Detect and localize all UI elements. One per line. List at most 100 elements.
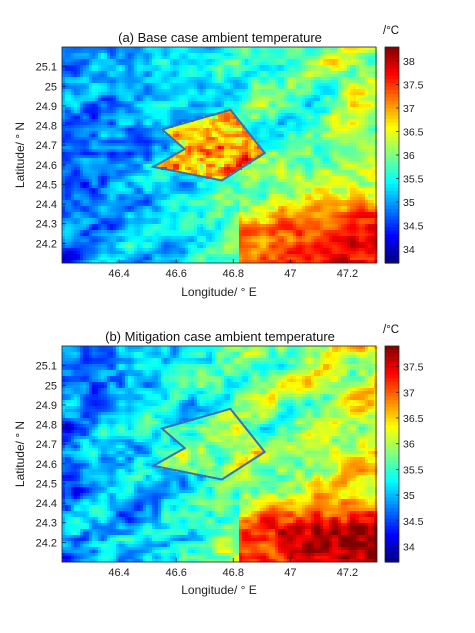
heatmap-cell bbox=[332, 74, 336, 78]
heatmap-cell bbox=[65, 143, 69, 147]
heatmap-cell bbox=[311, 71, 315, 75]
heatmap-cell bbox=[362, 164, 366, 168]
heatmap-cell bbox=[278, 59, 282, 63]
heatmap-cell bbox=[332, 62, 336, 66]
heatmap-cell bbox=[173, 149, 177, 153]
heatmap-cell bbox=[359, 47, 363, 51]
heatmap-cell bbox=[86, 71, 90, 75]
heatmap-cell bbox=[296, 155, 300, 159]
heatmap-cell bbox=[149, 158, 153, 162]
heatmap-cell bbox=[125, 92, 129, 96]
heatmap-cell bbox=[257, 152, 261, 156]
heatmap-cell bbox=[290, 149, 294, 153]
heatmap-cell bbox=[173, 107, 177, 111]
heatmap-cell bbox=[200, 56, 204, 60]
heatmap-cell bbox=[167, 161, 171, 165]
heatmap-cell bbox=[359, 71, 363, 75]
heatmap-cell bbox=[317, 59, 321, 63]
heatmap-cell bbox=[191, 50, 195, 54]
heatmap-cell bbox=[284, 152, 288, 156]
heatmap-cell bbox=[335, 149, 339, 153]
heatmap-cell bbox=[197, 170, 201, 174]
heatmap-cell bbox=[314, 152, 318, 156]
heatmap-cell bbox=[332, 122, 336, 126]
heatmap-cell bbox=[212, 149, 216, 153]
heatmap-cell bbox=[260, 122, 264, 126]
heatmap-cell bbox=[278, 101, 282, 105]
heatmap-cell bbox=[212, 107, 216, 111]
heatmap-cell bbox=[98, 125, 102, 129]
heatmap-cell bbox=[83, 122, 87, 126]
heatmap-cell bbox=[260, 155, 264, 159]
heatmap-cell bbox=[86, 119, 90, 123]
heatmap-cell bbox=[233, 59, 237, 63]
heatmap-cell bbox=[77, 86, 81, 90]
heatmap-cell bbox=[182, 161, 186, 165]
heatmap-cell bbox=[302, 140, 306, 144]
heatmap-cell bbox=[194, 86, 198, 90]
heatmap-cell bbox=[320, 167, 324, 171]
heatmap-cell bbox=[62, 152, 66, 156]
heatmap-cell bbox=[272, 95, 276, 99]
heatmap-cell bbox=[344, 167, 348, 171]
heatmap-cell bbox=[92, 104, 96, 108]
heatmap-cell bbox=[89, 116, 93, 120]
heatmap-cell bbox=[308, 98, 312, 102]
heatmap-cell bbox=[218, 125, 222, 129]
heatmap-cell bbox=[71, 74, 75, 78]
heatmap-cell bbox=[263, 128, 267, 132]
heatmap-cell bbox=[245, 116, 249, 120]
heatmap-cell bbox=[266, 146, 270, 150]
heatmap-cell bbox=[323, 128, 327, 132]
heatmap-cell bbox=[125, 182, 129, 186]
heatmap-cell bbox=[299, 119, 303, 123]
heatmap-cell bbox=[248, 140, 252, 144]
heatmap-cell bbox=[134, 119, 138, 123]
heatmap-cell bbox=[287, 89, 291, 93]
heatmap-cell bbox=[323, 83, 327, 87]
heatmap-cell bbox=[203, 188, 207, 192]
heatmap-cell bbox=[236, 158, 240, 162]
heatmap-cell bbox=[158, 104, 162, 108]
heatmap-cell bbox=[173, 164, 177, 168]
heatmap-cell bbox=[233, 110, 237, 114]
heatmap-cell bbox=[149, 62, 153, 66]
heatmap-cell bbox=[161, 71, 165, 75]
heatmap-cell bbox=[176, 47, 180, 51]
heatmap-cell bbox=[290, 125, 294, 129]
heatmap-cell bbox=[371, 50, 375, 54]
heatmap-cell bbox=[194, 56, 198, 60]
heatmap-cell bbox=[140, 71, 144, 75]
heatmap-cell bbox=[128, 104, 132, 108]
heatmap-cell bbox=[263, 80, 267, 84]
heatmap-cell bbox=[254, 83, 258, 87]
heatmap-cell bbox=[272, 74, 276, 78]
heatmap-cell bbox=[230, 68, 234, 72]
heatmap-cell bbox=[251, 68, 255, 72]
heatmap-cell bbox=[113, 146, 117, 150]
heatmap-cell bbox=[89, 53, 93, 57]
heatmap-cell bbox=[299, 68, 303, 72]
heatmap-cell bbox=[239, 170, 243, 174]
heatmap-cell bbox=[329, 137, 333, 141]
heatmap-cell bbox=[170, 173, 174, 177]
heatmap-cell bbox=[338, 185, 342, 189]
heatmap-cell bbox=[347, 68, 351, 72]
heatmap-cell bbox=[101, 116, 105, 120]
heatmap-cell bbox=[362, 155, 366, 159]
heatmap-cell bbox=[161, 137, 165, 141]
heatmap-cell bbox=[95, 161, 99, 165]
heatmap-cell bbox=[332, 176, 336, 180]
heatmap-cell bbox=[293, 182, 297, 186]
heatmap-cell bbox=[299, 98, 303, 102]
heatmap-cell bbox=[65, 152, 69, 156]
heatmap-cell bbox=[257, 158, 261, 162]
heatmap-cell bbox=[182, 83, 186, 87]
heatmap-cell bbox=[155, 74, 159, 78]
heatmap-cell bbox=[266, 164, 270, 168]
heatmap-cell bbox=[263, 185, 267, 189]
heatmap-cell bbox=[302, 110, 306, 114]
heatmap-cell bbox=[260, 98, 264, 102]
heatmap-cell bbox=[179, 71, 183, 75]
heatmap-cell bbox=[368, 77, 372, 81]
